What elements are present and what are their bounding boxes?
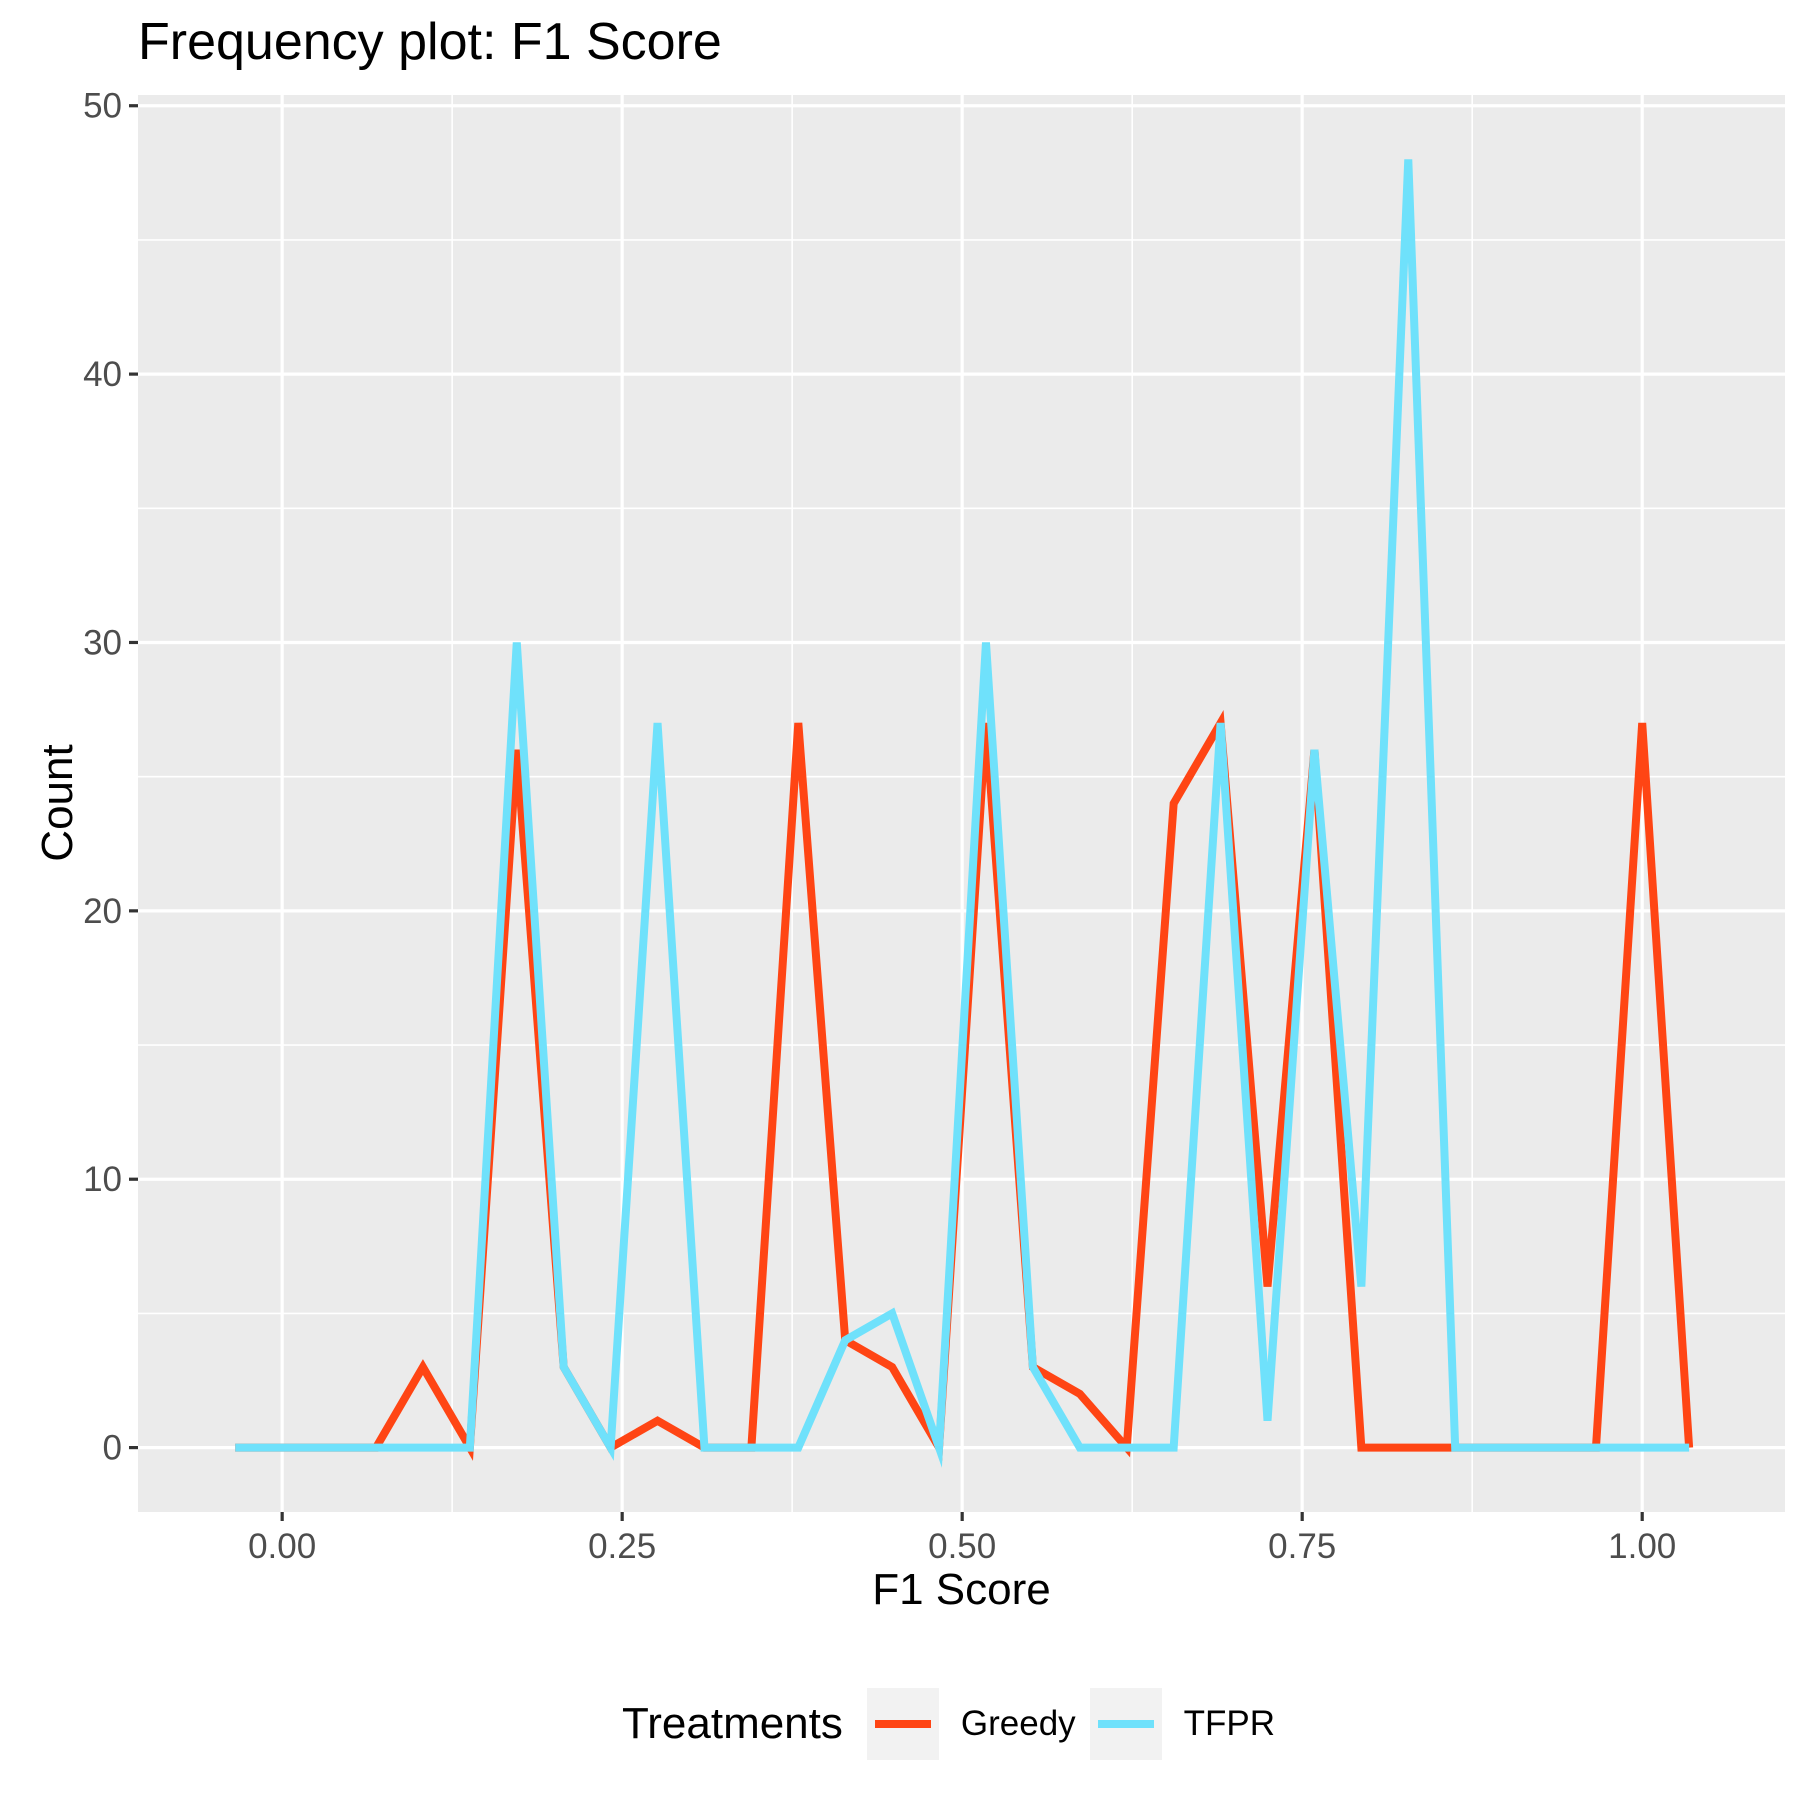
y-tick-label: 40: [83, 355, 122, 394]
x-tick-label: 0.25: [588, 1527, 656, 1566]
series-line-tfpr: [235, 159, 1690, 1468]
y-axis-tick-labels: 0 10 20 30 40 50: [83, 87, 122, 1468]
y-tick-label: 30: [83, 623, 122, 662]
axis-ticks: [129, 104, 1644, 1521]
chart-title: Frequency plot: F1 Score: [138, 13, 722, 71]
legend-label-tfpr: TFPR: [1183, 1704, 1276, 1743]
x-tick-label: 0.50: [928, 1527, 996, 1566]
legend-item-greedy: Greedy: [866, 1688, 1076, 1760]
y-tick-label: 50: [83, 87, 122, 126]
y-tick-label: 10: [83, 1160, 122, 1199]
x-tick-label: 1.00: [1608, 1527, 1676, 1566]
legend: Treatments Greedy TFPR: [622, 1688, 1289, 1760]
x-axis-label: F1 Score: [872, 1565, 1051, 1614]
legend-item-tfpr: TFPR: [1089, 1688, 1276, 1760]
x-tick-label: 0.75: [1268, 1527, 1336, 1566]
y-tick-label: 0: [103, 1429, 122, 1468]
y-tick-label: 20: [83, 892, 122, 931]
legend-key-greedy: [866, 1688, 939, 1760]
y-axis-label: Count: [33, 744, 82, 862]
legend-label-greedy: Greedy: [960, 1704, 1076, 1743]
series-lines: [235, 159, 1694, 1468]
x-tick-label: 0.00: [248, 1527, 316, 1566]
x-axis-tick-labels: 0.00 0.25 0.50 0.75 1.00: [248, 1527, 1676, 1566]
legend-key-tfpr: [1089, 1688, 1162, 1760]
legend-title: Treatments: [622, 1699, 843, 1748]
